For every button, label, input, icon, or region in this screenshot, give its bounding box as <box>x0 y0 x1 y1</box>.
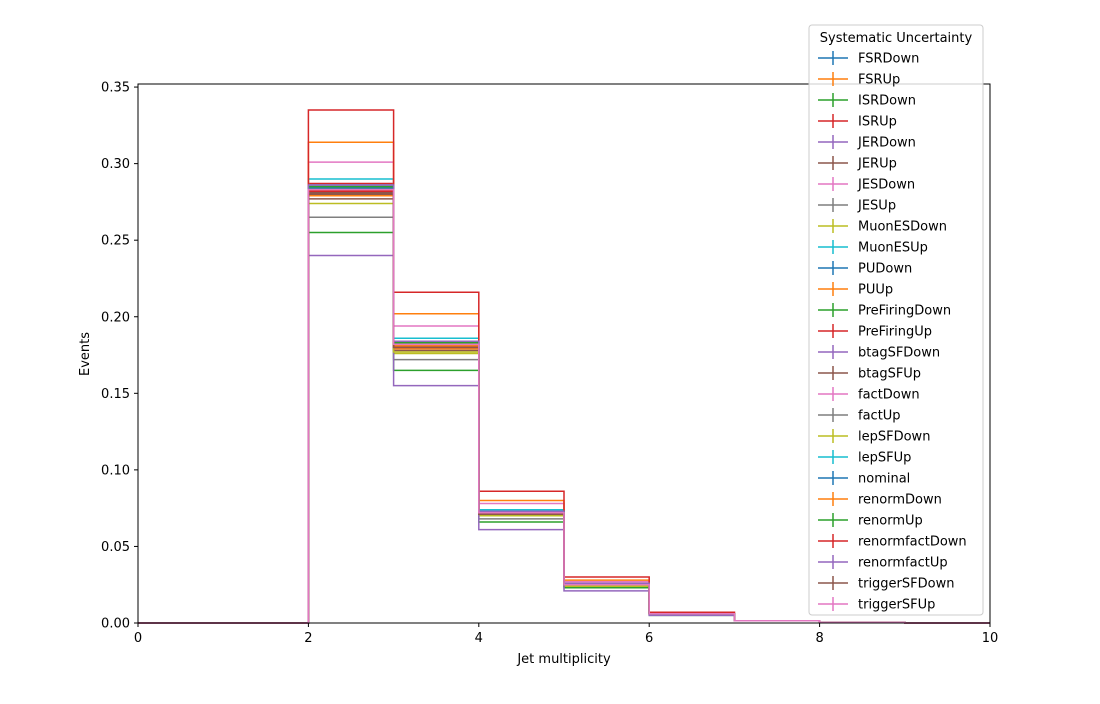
legend-item: PUUp <box>818 282 893 298</box>
legend-item: PUDown <box>818 261 912 277</box>
legend-item: ISRDown <box>818 93 916 109</box>
y-tick-label: 0.35 <box>101 81 130 96</box>
legend-label: factDown <box>858 388 920 403</box>
legend-label: renormDown <box>858 493 942 508</box>
x-tick-label: 6 <box>645 631 653 646</box>
legend-label: ISRUp <box>858 115 897 130</box>
legend-item: triggerSFUp <box>818 597 935 613</box>
legend-label: btagSFDown <box>858 346 940 361</box>
legend-label: JESUp <box>857 199 896 214</box>
legend-item: ISRUp <box>818 114 897 130</box>
legend-item: lepSFUp <box>818 450 911 466</box>
legend-label: MuonESDown <box>858 220 947 235</box>
legend-item: MuonESDown <box>818 219 947 235</box>
y-axis: 0.00 0.05 0.10 0.15 0.20 0.25 0.30 0.35 <box>101 81 138 632</box>
x-tick-label: 2 <box>304 631 312 646</box>
legend-label: ISRDown <box>858 94 916 109</box>
legend-item: renormfactUp <box>818 555 948 571</box>
legend-item: renormDown <box>818 492 942 508</box>
y-axis-label: Events <box>78 332 93 376</box>
legend-label: FSRDown <box>858 52 919 67</box>
legend-label: JESDown <box>857 178 915 193</box>
legend-item: PreFiringUp <box>818 324 932 340</box>
x-tick-label: 4 <box>475 631 483 646</box>
legend-item: triggerSFDown <box>818 576 954 592</box>
legend-label: PUDown <box>858 262 912 277</box>
legend-item: JERUp <box>818 156 897 172</box>
legend-label: factUp <box>858 409 901 424</box>
legend: Systematic Uncertainty FSRDown FSRUp ISRDo… <box>808 24 984 616</box>
legend-label: renormfactUp <box>858 556 948 571</box>
axes-frame <box>137 83 991 624</box>
legend-label: FSRUp <box>858 73 900 88</box>
legend-item: FSRUp <box>818 72 900 88</box>
legend-label: renormfactDown <box>858 535 967 550</box>
legend-item: factDown <box>818 387 920 403</box>
legend-item: nominal <box>818 471 910 487</box>
legend-entries: FSRDown FSRUp ISRDown ISRUp JERDown JERUp JESD… <box>818 51 967 613</box>
y-tick-label: 0.25 <box>101 234 130 249</box>
legend-label: triggerSFDown <box>858 577 954 592</box>
legend-label: PUUp <box>858 283 893 298</box>
x-tick-label: 10 <box>982 631 999 646</box>
legend-item: PreFiringDown <box>818 303 951 319</box>
legend-item: JERDown <box>818 135 916 151</box>
legend-item: btagSFUp <box>818 366 921 382</box>
legend-box <box>808 24 984 616</box>
legend-label: lepSFUp <box>858 451 911 466</box>
y-tick-label: 0.00 <box>101 617 130 632</box>
legend-item: JESDown <box>818 177 915 193</box>
y-tick-label: 0.20 <box>101 310 130 325</box>
legend-label: PreFiringUp <box>858 325 932 340</box>
x-axis: 0 2 4 6 8 10 <box>134 623 998 646</box>
y-tick-label: 0.30 <box>101 157 130 172</box>
legend-label: PreFiringDown <box>858 304 951 319</box>
legend-label: triggerSFUp <box>858 598 935 613</box>
legend-item: factUp <box>818 408 901 424</box>
legend-item: JESUp <box>818 198 896 214</box>
legend-label: JERUp <box>857 157 897 172</box>
legend-item: lepSFDown <box>818 429 930 445</box>
legend-item: FSRDown <box>818 51 919 67</box>
y-tick-label: 0.05 <box>101 540 130 555</box>
legend-item: MuonESUp <box>818 240 928 256</box>
legend-label: btagSFUp <box>858 367 921 382</box>
y-tick-label: 0.10 <box>101 463 130 478</box>
x-tick-label: 8 <box>815 631 823 646</box>
legend-title: Systematic Uncertainty <box>820 31 973 46</box>
x-axis-label: Jet multiplicity <box>516 652 611 667</box>
x-tick-label: 0 <box>134 631 142 646</box>
y-tick-label: 0.15 <box>101 387 130 402</box>
legend-item: btagSFDown <box>818 345 940 361</box>
legend-label: lepSFDown <box>858 430 930 445</box>
legend-item: renormUp <box>818 513 923 529</box>
legend-label: renormUp <box>858 514 923 529</box>
legend-label: nominal <box>858 472 910 487</box>
legend-label: JERDown <box>857 136 916 151</box>
legend-item: renormfactDown <box>818 534 967 550</box>
legend-label: MuonESUp <box>858 241 928 256</box>
